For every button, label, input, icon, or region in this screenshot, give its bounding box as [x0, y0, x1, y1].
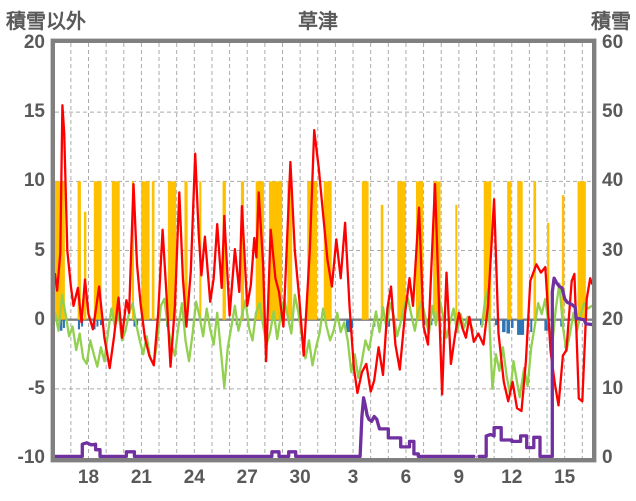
- blue-bar: [506, 319, 510, 334]
- right-axis-tick: 50: [602, 101, 624, 123]
- blue-bar: [530, 319, 533, 333]
- right-axis-title: 積雪: [591, 11, 631, 33]
- x-axis-tick: 18: [77, 467, 100, 488]
- right-axis-tick: 40: [602, 170, 624, 192]
- green-line: [53, 293, 475, 389]
- x-axis-tick: 15: [554, 467, 576, 488]
- orange-bar: [240, 181, 245, 320]
- x-axis-tick: 30: [289, 467, 311, 488]
- red-line: [53, 104, 594, 413]
- x-axis-tick: 12: [501, 467, 523, 488]
- blue-bar: [133, 319, 136, 327]
- orange-bar: [361, 181, 369, 320]
- chart-title: 草津: [298, 11, 338, 33]
- right-axis-tick: 0: [602, 447, 613, 468]
- blue-bar: [510, 319, 514, 328]
- orange-bar: [268, 181, 283, 320]
- orange-bar: [93, 181, 102, 320]
- orange-bar: [222, 181, 226, 320]
- orange-bar: [455, 204, 458, 320]
- blue-bar: [502, 319, 506, 333]
- blue-bar: [136, 319, 139, 326]
- left-axis-title: 積雪以外: [6, 11, 86, 33]
- blue-bar: [544, 319, 548, 331]
- blue-bar: [96, 319, 99, 327]
- right-axis-tick: 10: [602, 377, 624, 399]
- orange-bar: [323, 181, 332, 320]
- orange-bar: [483, 181, 492, 320]
- orange-bar: [561, 195, 565, 320]
- left-axis-tick: 20: [23, 32, 45, 53]
- blue-bar: [77, 319, 81, 330]
- right-axis-tick: 60: [602, 32, 624, 53]
- blue-bar: [59, 319, 63, 331]
- orange-bar: [287, 181, 293, 320]
- orange-bar: [77, 181, 81, 320]
- orange-bar: [307, 181, 318, 320]
- x-axis-tick: 3: [347, 467, 359, 488]
- orange-bar: [397, 181, 406, 320]
- blue-bar: [350, 319, 354, 328]
- left-axis-tick: -10: [17, 447, 45, 468]
- x-axis-tick: 9: [453, 467, 465, 488]
- left-axis-tick: 10: [23, 170, 45, 192]
- orange-bar: [167, 181, 177, 320]
- blue-bar: [495, 319, 498, 326]
- right-axis-tick: 20: [602, 308, 624, 330]
- left-axis-tick: 0: [34, 308, 45, 330]
- x-axis-tick: 6: [400, 467, 412, 488]
- blue-bar: [517, 319, 525, 335]
- orange-bar: [547, 222, 550, 320]
- blue-bar: [345, 319, 351, 333]
- orange-bar: [517, 181, 523, 320]
- left-axis-tick: 15: [23, 101, 45, 123]
- left-axis-tick: -5: [28, 377, 45, 399]
- x-axis-tick: 27: [236, 467, 258, 488]
- plot-frame: [50, 38, 597, 463]
- x-axis-tick: 24: [183, 467, 205, 488]
- orange-bar: [533, 181, 537, 320]
- orange-bar: [151, 181, 155, 320]
- orange-bar: [131, 181, 135, 320]
- green-line: [480, 282, 594, 399]
- orange-bar: [255, 181, 264, 320]
- orange-bar: [577, 181, 586, 320]
- purple-snow-line: [53, 396, 476, 459]
- orange-bar: [83, 211, 87, 320]
- orange-bar: [141, 181, 150, 320]
- blue-bar: [62, 319, 65, 328]
- blue-bar: [387, 319, 391, 327]
- blue-bar: [99, 319, 102, 326]
- right-axis-tick: 30: [602, 239, 624, 261]
- left-axis-tick: 5: [34, 239, 45, 261]
- orange-bar: [184, 181, 188, 320]
- orange-bar: [111, 181, 120, 320]
- orange-bar: [380, 204, 384, 320]
- x-axis-tick: 21: [130, 467, 152, 488]
- orange-bar: [507, 181, 512, 320]
- purple-snow-line: [477, 276, 594, 459]
